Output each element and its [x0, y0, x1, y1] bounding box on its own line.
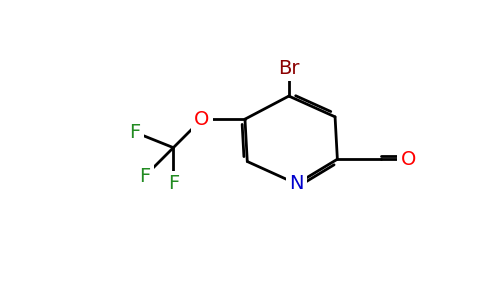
Text: F: F — [129, 123, 140, 142]
Text: F: F — [139, 167, 151, 186]
Text: Br: Br — [278, 59, 300, 78]
Text: F: F — [168, 174, 179, 193]
Text: O: O — [401, 150, 416, 169]
Text: O: O — [194, 110, 210, 129]
Text: N: N — [289, 174, 304, 193]
